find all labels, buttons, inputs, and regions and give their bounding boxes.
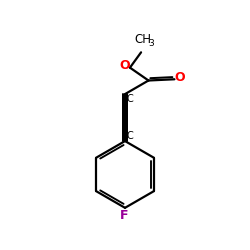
Text: 3: 3 <box>148 39 154 48</box>
Text: O: O <box>174 71 185 84</box>
Text: C: C <box>126 94 133 104</box>
Text: C: C <box>126 131 133 141</box>
Text: F: F <box>120 209 128 222</box>
Text: CH: CH <box>134 33 152 46</box>
Text: O: O <box>120 59 130 72</box>
